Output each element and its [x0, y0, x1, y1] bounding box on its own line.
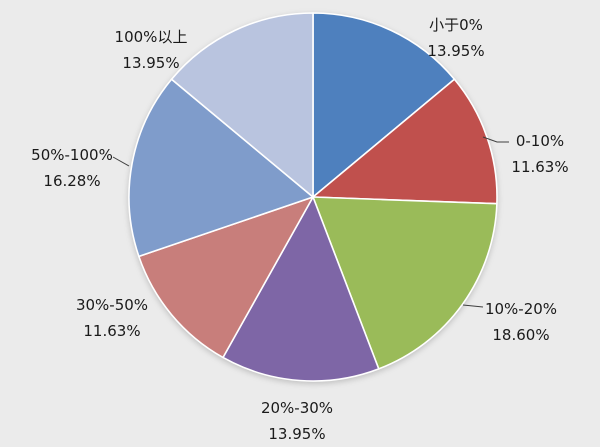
label-lt-0: 小于0% 13.95% [427, 12, 484, 64]
leader-line-0-10 [482, 136, 509, 143]
leader-lines [112, 136, 509, 308]
pie-slice-5 [138, 196, 314, 359]
label-20-30-value: 13.95% [268, 425, 326, 443]
label-0-10: 0-10% 11.63% [511, 128, 568, 180]
label-30-50-name: 30%-50% [75, 296, 149, 314]
pie-slice-2 [312, 78, 498, 205]
leader-line-50-100 [112, 156, 130, 167]
label-50-100-value: 16.28% [43, 172, 101, 190]
label-20-30-name: 20%-30% [260, 399, 334, 417]
label-50-100: 50%-100% 16.28% [31, 142, 113, 194]
leader-line-10-20 [462, 304, 484, 308]
pie-slice-1 [312, 12, 456, 198]
pie-slice-4 [222, 196, 380, 382]
label-gt-100-name: 100%以上 [114, 28, 188, 46]
label-10-20: 10%-20% 18.60% [485, 296, 557, 348]
label-20-30: 20%-30% 13.95% [261, 395, 333, 447]
pie-slice-3 [312, 196, 498, 370]
label-lt-0-value: 13.95% [427, 42, 485, 60]
label-gt-100-value: 13.95% [122, 54, 180, 72]
label-10-20-name: 10%-20% [484, 300, 558, 318]
label-0-10-value: 11.63% [511, 158, 569, 176]
label-0-10-name: 0-10% [515, 132, 565, 150]
label-lt-0-name: 小于0% [429, 16, 483, 34]
label-10-20-value: 18.60% [492, 326, 550, 344]
pie-slice-7 [170, 12, 314, 198]
pie-slice-6 [128, 78, 314, 258]
label-30-50: 30%-50% 11.63% [76, 292, 148, 344]
label-gt-100: 100%以上 13.95% [115, 24, 188, 76]
label-50-100-name: 50%-100% [31, 146, 113, 164]
label-30-50-value: 11.63% [83, 322, 141, 340]
